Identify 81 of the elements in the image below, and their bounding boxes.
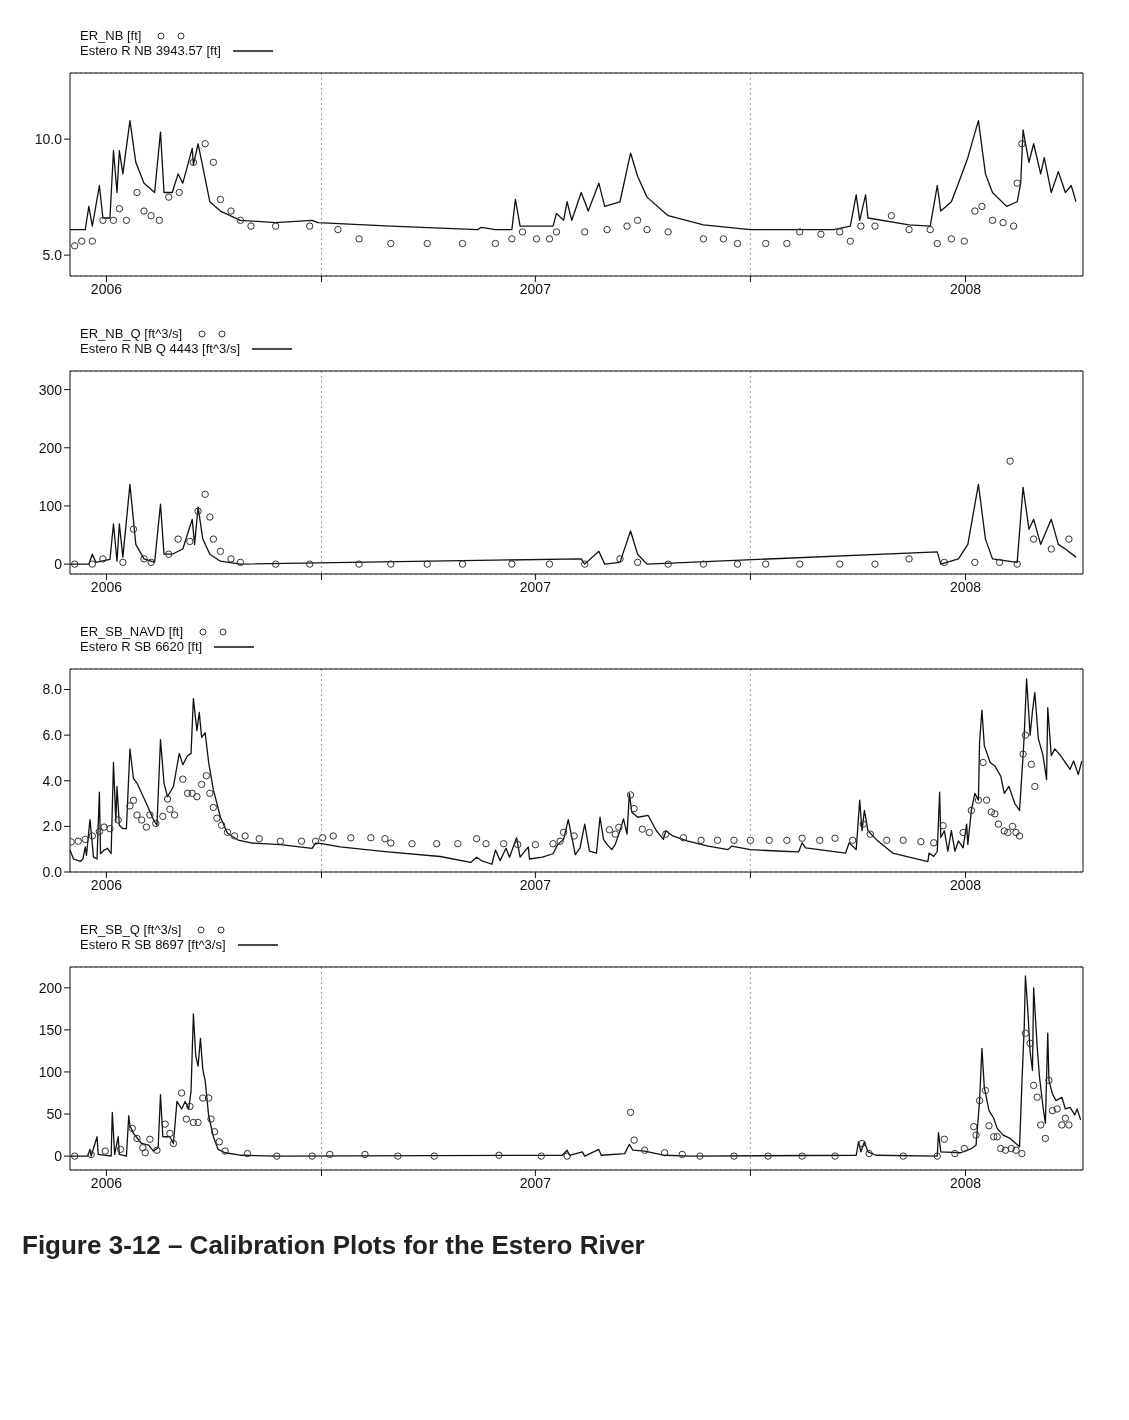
legend-label: ER_NB_Q [ft^3/s] — [80, 326, 183, 341]
x-tick-label: 2008 — [949, 876, 982, 893]
point — [174, 535, 182, 543]
point — [194, 507, 202, 515]
point — [387, 560, 395, 568]
point — [871, 560, 879, 568]
point — [905, 555, 913, 563]
point — [216, 547, 225, 556]
point — [206, 513, 214, 521]
x-tick-label: 2008 — [949, 1174, 982, 1191]
point — [186, 537, 194, 546]
point — [545, 560, 554, 568]
point — [508, 560, 516, 568]
y-tick-label: 100 — [38, 1063, 63, 1080]
point — [971, 558, 979, 567]
point — [165, 550, 173, 558]
y-tick-label: 0 — [54, 1148, 63, 1165]
point — [1013, 560, 1021, 568]
point — [271, 560, 280, 568]
x-tick-label: 2006 — [90, 280, 123, 297]
point — [99, 555, 107, 563]
point — [147, 558, 155, 567]
point — [1047, 545, 1055, 553]
x-tick-label: 2007 — [519, 876, 552, 893]
x-tick-label: 2007 — [519, 1174, 552, 1191]
point — [236, 558, 245, 567]
point — [129, 525, 138, 533]
point — [1065, 535, 1073, 543]
y-tick-label: 200 — [38, 439, 63, 456]
y-tick-label: 0.0 — [42, 863, 63, 880]
point — [1006, 457, 1014, 465]
x-tick-label: 2006 — [90, 578, 123, 595]
legend-label: ER_SB_Q [ft^3/s] — [80, 922, 182, 937]
point — [71, 560, 79, 568]
y-tick-label: 100 — [38, 497, 63, 514]
point — [633, 558, 642, 567]
point — [699, 560, 708, 568]
y-tick-label: 2.0 — [42, 818, 63, 835]
point — [616, 555, 624, 563]
legend-label: ER_NB [ft] — [80, 28, 142, 43]
point — [140, 555, 148, 563]
y-tick-label: 6.0 — [42, 727, 63, 744]
y-tick-label: 150 — [38, 1021, 63, 1038]
point — [796, 560, 804, 568]
point — [306, 560, 314, 568]
x-tick-label: 2008 — [949, 280, 982, 297]
legend-label: ER_SB_NAVD [ft] — [80, 624, 184, 639]
x-tick-label: 2007 — [519, 578, 552, 595]
y-tick-label: 10.0 — [34, 131, 63, 148]
point — [423, 560, 431, 568]
point — [581, 560, 589, 568]
point — [458, 560, 467, 568]
point — [209, 535, 218, 543]
legend-label: Estero R NB Q 4443 [ft^3/s] — [80, 341, 240, 356]
y-tick-label: 0 — [54, 556, 63, 573]
y-tick-label: 200 — [38, 979, 63, 996]
y-tick-label: 50 — [46, 1106, 63, 1122]
point — [762, 560, 770, 568]
caption: Figure 3-12 – Calibration Plots for the Estero River — [22, 1230, 646, 1261]
y-tick-label: 5.0 — [42, 247, 63, 264]
x-tick-label: 2006 — [90, 1174, 123, 1191]
x-tick-label: 2007 — [519, 280, 552, 297]
point — [119, 558, 127, 567]
point — [88, 560, 97, 568]
point — [733, 560, 742, 568]
point — [940, 558, 949, 567]
y-tick-label: 4.0 — [42, 772, 63, 789]
legend-label: Estero R NB 3943.57 [ft] — [80, 43, 221, 58]
legend-label: Estero R SB 8697 [ft^3/s] — [80, 937, 226, 952]
point — [355, 560, 363, 568]
x-tick-label: 2008 — [949, 578, 982, 595]
point — [227, 555, 235, 563]
y-tick-label: 8.0 — [42, 681, 63, 698]
point — [1029, 535, 1038, 543]
legend-label: Estero R SB 6620 [ft] — [80, 639, 203, 654]
point — [995, 558, 1004, 567]
point — [201, 490, 209, 499]
point — [836, 560, 844, 568]
x-tick-label: 2006 — [90, 876, 123, 893]
point — [664, 560, 672, 568]
y-tick-label: 300 — [38, 381, 63, 398]
